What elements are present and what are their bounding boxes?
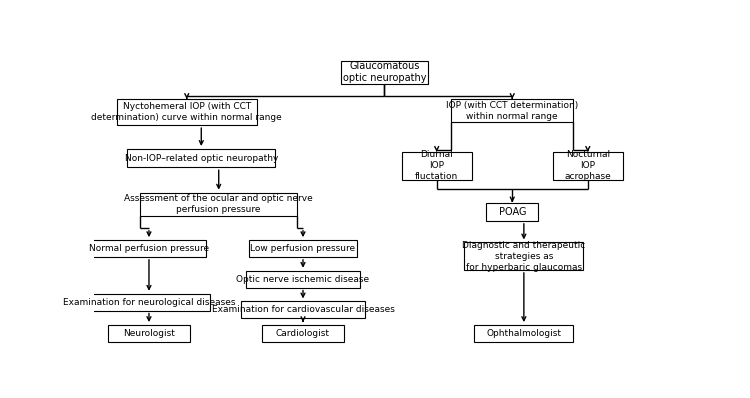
- FancyBboxPatch shape: [92, 240, 206, 257]
- FancyBboxPatch shape: [553, 152, 622, 179]
- FancyBboxPatch shape: [88, 294, 210, 310]
- Text: Low perfusion pressure: Low perfusion pressure: [251, 244, 356, 253]
- Text: Examination for neurological diseases: Examination for neurological diseases: [63, 298, 236, 306]
- FancyBboxPatch shape: [452, 99, 573, 122]
- FancyBboxPatch shape: [475, 325, 573, 342]
- FancyBboxPatch shape: [340, 61, 428, 84]
- Text: Examination for cardiovascular diseases: Examination for cardiovascular diseases: [211, 305, 394, 314]
- FancyBboxPatch shape: [140, 193, 297, 216]
- FancyBboxPatch shape: [486, 203, 538, 221]
- Text: Normal perfusion pressure: Normal perfusion pressure: [89, 244, 209, 253]
- Text: Nocturnal
IOP
acrophase: Nocturnal IOP acrophase: [565, 150, 611, 181]
- Text: POAG: POAG: [499, 207, 526, 217]
- FancyBboxPatch shape: [262, 325, 344, 342]
- Text: Ophthalmologist: Ophthalmologist: [486, 329, 561, 338]
- FancyBboxPatch shape: [246, 271, 360, 288]
- FancyBboxPatch shape: [128, 149, 275, 167]
- FancyBboxPatch shape: [249, 240, 357, 257]
- Text: Non-IOP–related optic neuropathy: Non-IOP–related optic neuropathy: [124, 154, 278, 163]
- Text: Optic nerve ischemic disease: Optic nerve ischemic disease: [236, 275, 370, 284]
- Text: Neurologist: Neurologist: [123, 329, 175, 338]
- FancyBboxPatch shape: [241, 301, 365, 318]
- Text: Assessment of the ocular and optic nerve
perfusion pressure: Assessment of the ocular and optic nerve…: [124, 194, 313, 214]
- Text: Glaucomatous
optic neuropathy: Glaucomatous optic neuropathy: [343, 61, 426, 84]
- Text: Diagnostic and therapeutic
strategies as
for hyperbaric glaucomas: Diagnostic and therapeutic strategies as…: [462, 240, 586, 272]
- FancyBboxPatch shape: [117, 99, 256, 125]
- FancyBboxPatch shape: [464, 242, 584, 270]
- Text: Cardiologist: Cardiologist: [276, 329, 330, 338]
- FancyBboxPatch shape: [402, 152, 472, 179]
- Text: Nyctohemeral IOP (with CCT
determination) curve within normal range: Nyctohemeral IOP (with CCT determination…: [92, 102, 282, 122]
- Text: IOP (with CCT determination)
within normal range: IOP (with CCT determination) within norm…: [446, 101, 578, 121]
- Text: Diurnal
IOP
fluctation: Diurnal IOP fluctation: [415, 150, 458, 181]
- FancyBboxPatch shape: [108, 325, 190, 342]
